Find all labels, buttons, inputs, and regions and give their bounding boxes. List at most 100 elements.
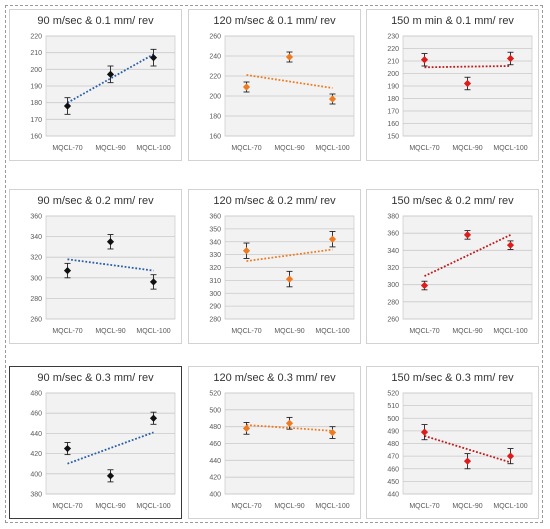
chart-plot: 160 170 180 190 200 210 220 MQCL-70 MQCL-90 MQCL-… — [30, 34, 176, 152]
data-point — [463, 457, 472, 465]
y-tick-label: 460 — [209, 441, 221, 448]
y-tick-label: 260 — [30, 317, 42, 324]
chart-title: 90 m/sec & 0.1 mm/ rev — [37, 15, 154, 27]
data-point — [149, 54, 158, 62]
y-tick-label: 220 — [30, 34, 42, 41]
y-tick-label: 310 — [209, 278, 221, 285]
chart-panel-4: 90 m/sec & 0.2 mm/ rev 260 280 300 320 340 36… — [9, 189, 182, 344]
chart-panel-7: 90 m/sec & 0.3 mm/ rev 380 400 420 440 460 48… — [9, 366, 182, 519]
y-tick-label: 300 — [387, 282, 399, 289]
data-point — [106, 472, 115, 480]
data-point — [506, 241, 515, 249]
x-tick-label: MQCL-100 — [136, 328, 170, 335]
y-tick-label: 280 — [387, 299, 399, 306]
y-tick-label: 260 — [387, 317, 399, 324]
chart-title: 90 m/sec & 0.3 mm/ rev — [37, 372, 154, 384]
y-tick-label: 480 — [209, 424, 221, 431]
chart-title: 90 m/sec & 0.2 mm/ rev — [37, 195, 154, 207]
data-point — [63, 102, 72, 110]
y-tick-label: 300 — [209, 291, 221, 298]
y-tick-label: 180 — [209, 114, 221, 121]
y-tick-label: 420 — [30, 451, 42, 458]
y-tick-label: 220 — [209, 74, 221, 81]
y-tick-label: 440 — [209, 458, 221, 465]
chart-title: 120 m/sec & 0.2 mm/ rev — [213, 195, 336, 207]
y-tick-label: 480 — [30, 391, 42, 398]
data-point — [463, 231, 472, 239]
y-tick-label: 200 — [30, 67, 42, 74]
y-tick-label: 160 — [209, 134, 221, 141]
data-point — [463, 79, 472, 88]
chart-panel-1: 90 m/sec & 0.1 mm/ rev 160 170 180 190 200 21… — [9, 9, 182, 161]
y-tick-label: 240 — [209, 54, 221, 61]
y-tick-label: 480 — [387, 441, 399, 448]
y-tick-label: 350 — [209, 226, 221, 233]
chart-title: 120 m/sec & 0.3 mm/ rev — [213, 372, 336, 384]
x-tick-label: MQCL-100 — [136, 145, 170, 152]
y-tick-label: 330 — [209, 252, 221, 259]
x-tick-label: MQCL-90 — [452, 503, 482, 510]
y-tick-label: 160 — [387, 121, 399, 128]
data-point — [506, 452, 515, 460]
x-tick-label: MQCL-70 — [231, 328, 261, 335]
x-tick-label: MQCL-100 — [493, 145, 527, 152]
y-tick-label: 380 — [30, 492, 42, 499]
y-tick-label: 490 — [387, 428, 399, 435]
y-tick-label: 510 — [387, 403, 399, 410]
y-tick-label: 520 — [209, 391, 221, 398]
y-tick-label: 320 — [30, 255, 42, 262]
y-tick-label: 360 — [30, 214, 42, 221]
y-tick-label: 520 — [387, 391, 399, 398]
x-tick-label: MQCL-90 — [274, 145, 304, 152]
y-tick-label: 440 — [30, 431, 42, 438]
y-tick-label: 320 — [209, 265, 221, 272]
y-tick-label: 300 — [30, 275, 42, 282]
y-tick-label: 420 — [209, 475, 221, 482]
y-tick-label: 230 — [387, 34, 399, 41]
trendline — [67, 258, 154, 272]
data-point — [242, 247, 251, 255]
chart-panel-8: 120 m/sec & 0.3 mm/ rev 400 420 440 460 480 5… — [188, 366, 361, 519]
x-tick-label: MQCL-70 — [231, 145, 261, 152]
data-point — [328, 235, 337, 243]
data-point — [242, 83, 251, 91]
chart-panel-5: 120 m/sec & 0.2 mm/ rev 280 290 300 310 320 3… — [188, 189, 361, 344]
figure-frame: 90 m/sec & 0.1 mm/ rev 160 170 180 190 200 21… — [5, 5, 543, 523]
chart-title: 150 m/sec & 0.3 mm/ rev — [391, 372, 514, 384]
trendline — [67, 431, 154, 465]
trendline — [424, 234, 511, 277]
y-tick-label: 260 — [209, 34, 221, 41]
x-tick-label: MQCL-70 — [409, 328, 439, 335]
y-tick-label: 470 — [387, 454, 399, 461]
y-tick-label: 460 — [30, 411, 42, 418]
trendline — [246, 74, 333, 89]
x-tick-label: MQCL-90 — [95, 503, 125, 510]
data-point — [106, 70, 115, 78]
data-point — [285, 275, 294, 283]
data-point — [420, 281, 429, 290]
y-tick-label: 190 — [30, 84, 42, 91]
y-tick-label: 280 — [209, 317, 221, 324]
y-tick-label: 500 — [209, 407, 221, 414]
y-tick-label: 210 — [387, 59, 399, 66]
x-tick-label: MQCL-90 — [95, 145, 125, 152]
y-tick-label: 340 — [209, 239, 221, 246]
y-tick-label: 340 — [30, 234, 42, 241]
chart-plot: 160 180 200 220 240 260 MQCL-70 MQCL-90 MQCL-100 — [209, 34, 355, 152]
chart-plot: 400 420 440 460 480 500 520 MQCL-70 MQCL-90 MQCL-… — [209, 391, 355, 510]
y-tick-label: 500 — [387, 416, 399, 423]
data-point — [285, 419, 294, 427]
data-point — [328, 95, 337, 103]
y-tick-label: 150 — [387, 134, 399, 141]
data-point — [106, 238, 115, 246]
y-tick-label: 280 — [30, 296, 42, 303]
chart-plot: 260 280 300 320 340 360 380 MQCL-70 MQCL-90 MQCL-… — [387, 214, 533, 335]
y-tick-label: 400 — [30, 471, 42, 478]
x-tick-label: MQCL-100 — [136, 503, 170, 510]
y-tick-label: 360 — [387, 231, 399, 238]
chart-title: 120 m/sec & 0.1 mm/ rev — [213, 15, 336, 27]
trendline — [424, 435, 511, 464]
y-tick-label: 440 — [387, 492, 399, 499]
y-tick-label: 320 — [387, 265, 399, 272]
chart-panel-3: 150 m min & 0.1 mm/ rev 150 160 170 180 190 2… — [366, 9, 539, 161]
